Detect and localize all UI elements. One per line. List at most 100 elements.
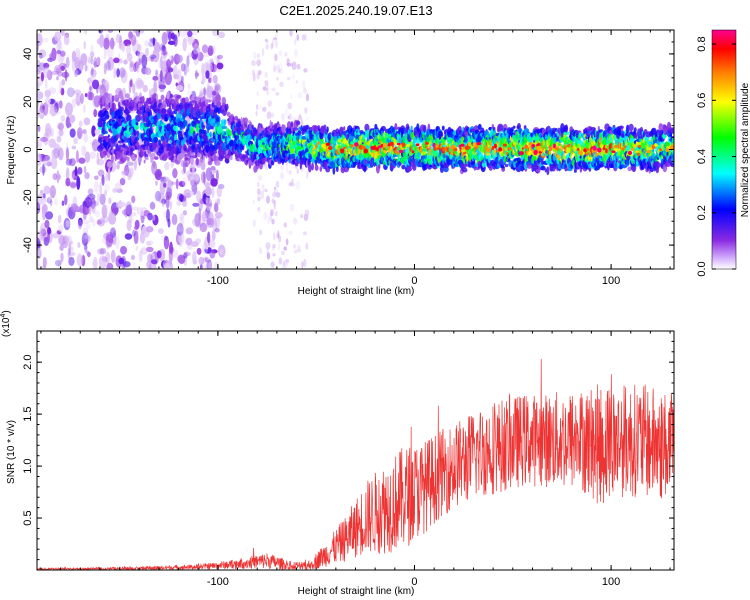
spectrogram-cell <box>226 103 229 107</box>
spectrogram-cell <box>58 123 64 131</box>
spectrogram-cell <box>270 209 274 217</box>
spectrogram-cell <box>61 79 66 86</box>
spectrogram-cell <box>77 241 81 248</box>
spectrogram-cell <box>111 102 116 111</box>
spectrogram-cell <box>44 128 53 138</box>
spectrogram-cell <box>115 236 120 249</box>
spectrogram-cell <box>441 125 445 131</box>
spectrogram-cell <box>75 93 81 106</box>
spectrogram-cell <box>196 96 201 103</box>
spectrogram-cell <box>106 262 114 269</box>
spectrogram-cell <box>37 33 43 47</box>
spectrogram-cell <box>133 230 139 245</box>
spectrogram-cell <box>536 145 542 151</box>
spectrogram-cell <box>56 130 60 141</box>
spectrogram-cell <box>123 120 128 125</box>
spectrogram-cell <box>278 69 281 73</box>
spectrogram-cell <box>81 145 87 157</box>
spectrogram-cell <box>209 250 216 259</box>
spectrogram-cell <box>210 125 214 130</box>
spectrogram-cell <box>109 37 115 50</box>
spectrogram-cell <box>296 168 300 175</box>
spectrogram-cell <box>135 122 139 126</box>
spectrogram-cell <box>135 114 142 122</box>
spectrogram-cell <box>185 98 188 103</box>
spectrogram-cell <box>123 39 132 47</box>
spectrogram-cell <box>89 51 95 58</box>
spectrogram-cell <box>196 190 202 203</box>
spectrogram-cell <box>39 227 46 242</box>
spectrogram-cell <box>105 251 111 265</box>
spectrogram-cell <box>94 209 101 218</box>
spectrogram-cell <box>160 108 167 114</box>
spectrogram-cell <box>105 136 110 145</box>
spectrogram-cell <box>149 201 156 210</box>
spectrogram-cell <box>61 240 69 249</box>
spectrogram-cell <box>206 145 210 153</box>
spectrogram-cell <box>186 90 193 95</box>
spectrogram-cell <box>407 166 413 172</box>
spectrogram-cell <box>98 30 104 34</box>
spectrogram-cell <box>216 121 221 128</box>
spectrogram-cell <box>163 57 166 69</box>
spectrogram-cell <box>176 94 182 99</box>
spectrogram-cell <box>274 33 279 38</box>
spectrogram-cell <box>213 202 219 213</box>
spectrogram-cell <box>48 87 57 95</box>
spectrogram-cell <box>204 257 208 263</box>
spectrogram-cell <box>295 180 301 190</box>
spectrogram-cell <box>303 258 307 268</box>
spectrogram-cell <box>41 265 46 269</box>
spectrogram-cell <box>296 63 301 70</box>
spectrogram-cell <box>67 247 71 260</box>
spectrogram-cell <box>152 37 156 46</box>
spectrogram-cell <box>85 222 91 230</box>
spectrogram-cell <box>259 229 263 236</box>
spectrogram-cell <box>42 101 49 116</box>
spectrogram-cell <box>157 192 165 204</box>
spectrogram-cell <box>71 145 77 150</box>
spectrogram-cell <box>88 56 91 64</box>
spectrogram-cell <box>189 36 195 44</box>
spectrogram-cell <box>65 147 70 161</box>
spectrogram-cell <box>105 172 109 182</box>
spectrogram-cell <box>628 123 634 132</box>
spectrogram-cell <box>84 242 88 253</box>
spectrogram-cell <box>38 53 43 59</box>
spectrogram-cell <box>90 68 97 78</box>
spectrogram-cell <box>69 128 76 138</box>
spectrogram-cell <box>267 100 273 107</box>
spectrogram-cell <box>76 254 84 267</box>
spectrogram-cell <box>120 245 128 255</box>
spectrogram-cell <box>154 156 159 160</box>
spectrogram-cell <box>185 237 193 246</box>
spectrogram-cell <box>47 103 55 108</box>
spectrogram-cell <box>144 156 149 161</box>
spectrogram-cell <box>49 185 57 199</box>
spectrogram-cell <box>115 97 119 103</box>
spectrogram-cell <box>206 99 212 103</box>
spectrogram-cell <box>76 127 83 140</box>
spectrogram-cell <box>89 151 97 159</box>
spectrogram-cell <box>546 166 550 176</box>
spectrogram-cell <box>89 86 92 92</box>
spectrogram-cell <box>135 245 139 251</box>
spectrogram-cell <box>210 78 215 84</box>
spectrogram-cell <box>41 104 46 111</box>
spectrogram-cell <box>42 163 45 176</box>
spectrogram-cell <box>281 112 285 121</box>
spectrogram-cell <box>138 250 143 263</box>
spectrogram-cell <box>191 162 195 174</box>
spectrogram-cell <box>141 54 148 69</box>
spectrogram-cell <box>73 137 78 145</box>
spectrogram-heatmap <box>37 30 674 269</box>
spectrogram-cell <box>314 164 319 171</box>
spectrogram-cell <box>273 62 277 72</box>
spectrogram-cell <box>192 43 200 55</box>
spectrogram-cell <box>378 163 381 169</box>
spectrogram-cell <box>167 218 171 228</box>
spectrogram-cell <box>283 222 287 228</box>
spectrogram-cell <box>41 37 49 43</box>
spectrogram-cell <box>213 97 217 106</box>
spectrogram-cell <box>287 115 291 120</box>
